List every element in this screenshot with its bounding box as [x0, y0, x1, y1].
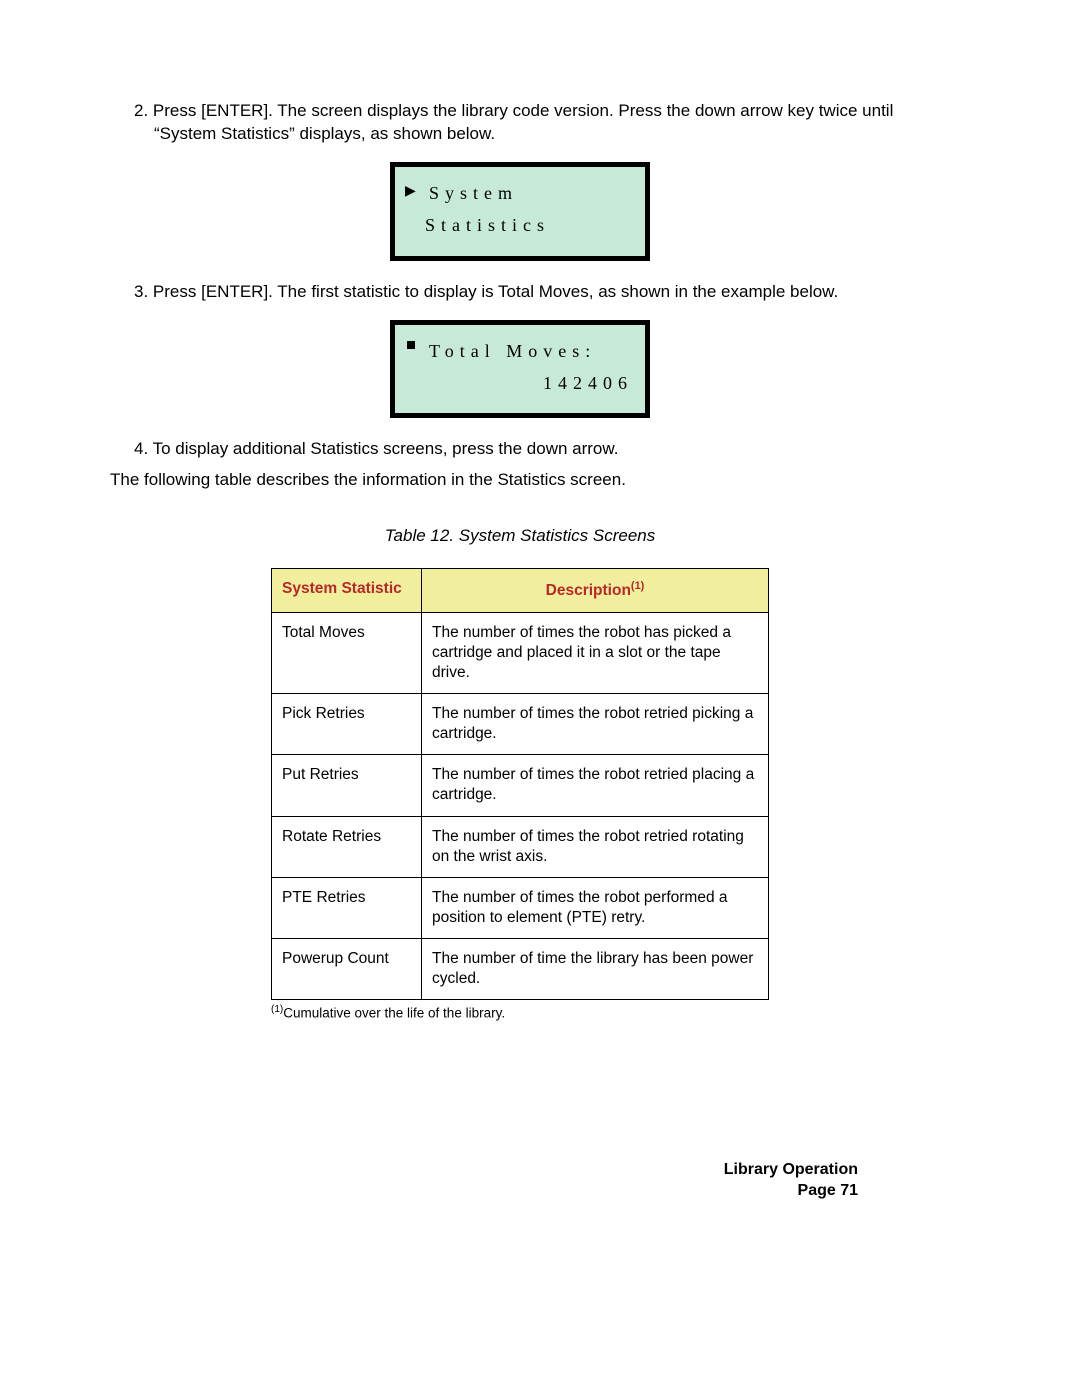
step-3-text: Press [ENTER]. The first statistic to di…: [153, 282, 838, 301]
step-2-num: 2.: [134, 101, 148, 120]
lcd2-line2: 142406: [407, 367, 633, 399]
lcd-screen-system-statistics: ▶ System Statistics: [390, 162, 650, 261]
table-row: Put RetriesThe number of times the robot…: [272, 755, 769, 816]
lcd1-line2: Statistics: [407, 209, 633, 241]
step-2: 2. Press [ENTER]. The screen displays th…: [110, 100, 930, 146]
stat-desc: The number of times the robot performed …: [422, 877, 769, 938]
statistics-table: System Statistic Description(1) Total Mo…: [271, 568, 769, 1000]
step-4-num: 4.: [134, 439, 148, 458]
stat-desc: The number of times the robot has picked…: [422, 612, 769, 693]
table-row: PTE RetriesThe number of times the robot…: [272, 877, 769, 938]
stat-name: Pick Retries: [272, 693, 422, 754]
step-3: 3. Press [ENTER]. The first statistic to…: [110, 281, 930, 304]
footer-title: Library Operation: [724, 1159, 858, 1181]
stat-name: PTE Retries: [272, 877, 422, 938]
step-4: 4. To display additional Statistics scre…: [110, 438, 930, 461]
page-footer: Library Operation Page 71: [724, 1159, 858, 1202]
stat-name: Total Moves: [272, 612, 422, 693]
lcd2-line1: Total Moves:: [407, 335, 633, 367]
table-row: Rotate RetriesThe number of times the ro…: [272, 816, 769, 877]
stat-desc: The number of times the robot retried pl…: [422, 755, 769, 816]
step-4-text: To display additional Statistics screens…: [153, 439, 619, 458]
stat-desc: The number of times the robot retried pi…: [422, 693, 769, 754]
lcd-screen-total-moves: Total Moves: 142406: [390, 320, 650, 419]
table-row: Total MovesThe number of times the robot…: [272, 612, 769, 693]
table-footnote: (1)Cumulative over the life of the libra…: [271, 1004, 769, 1021]
th-description: Description(1): [422, 569, 769, 612]
step-2-text: Press [ENTER]. The screen displays the l…: [153, 101, 893, 143]
cursor-triangle-icon: ▶: [405, 183, 416, 200]
stat-name: Powerup Count: [272, 939, 422, 1000]
table-caption: Table 12. System Statistics Screens: [110, 526, 930, 546]
stat-name: Put Retries: [272, 755, 422, 816]
th-system-statistic: System Statistic: [272, 569, 422, 612]
stat-desc: The number of times the robot retried ro…: [422, 816, 769, 877]
table-row: Powerup CountThe number of time the libr…: [272, 939, 769, 1000]
footer-page: Page 71: [724, 1180, 858, 1202]
stat-desc: The number of time the library has been …: [422, 939, 769, 1000]
step-3-num: 3.: [134, 282, 148, 301]
stat-name: Rotate Retries: [272, 816, 422, 877]
table-row: Pick RetriesThe number of times the robo…: [272, 693, 769, 754]
lcd1-line1: System: [407, 177, 633, 209]
cursor-square-icon: [407, 341, 415, 349]
table-intro: The following table describes the inform…: [110, 469, 930, 492]
